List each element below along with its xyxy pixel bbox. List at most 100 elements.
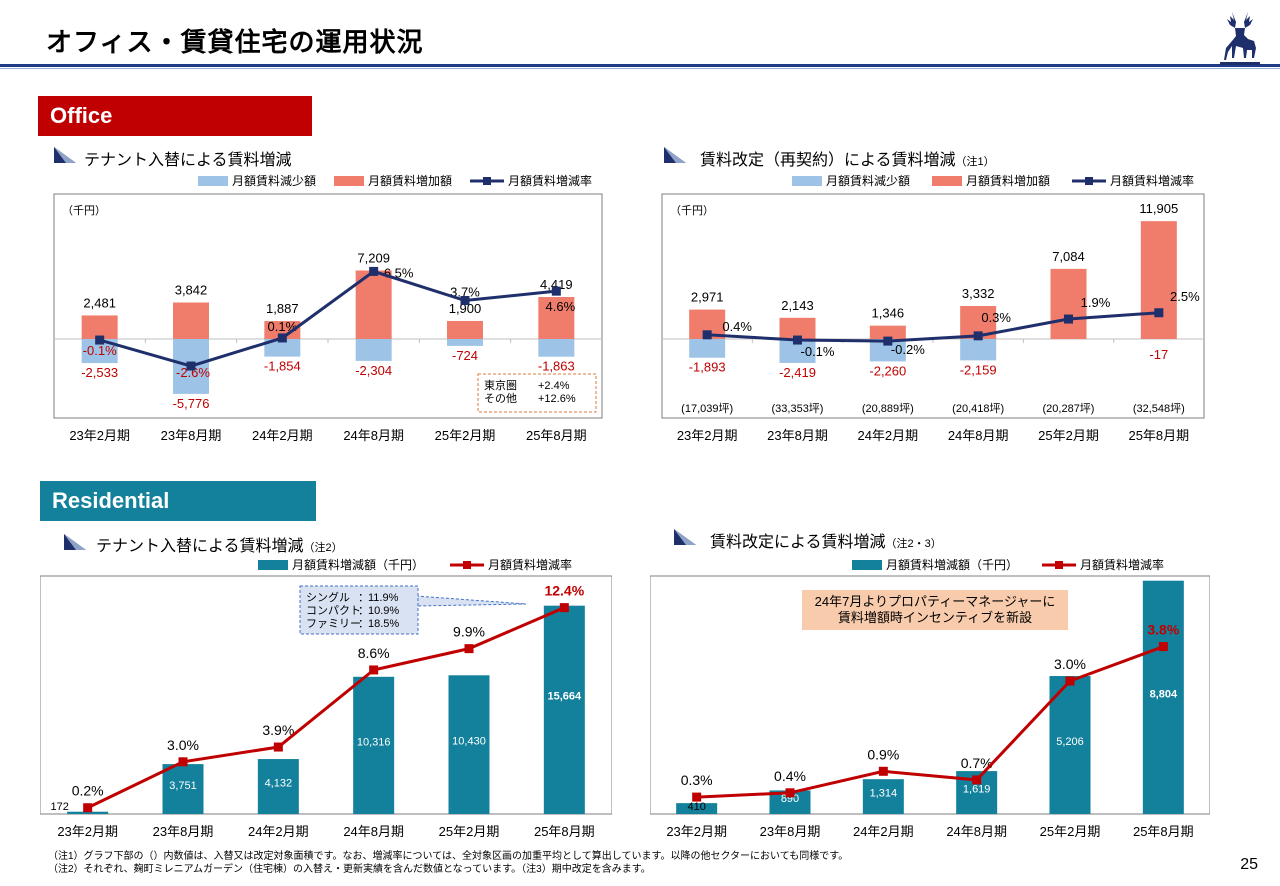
x-tick-label: 24年8月期: [946, 824, 1007, 839]
x-tick-label: 23年8月期: [161, 428, 222, 443]
rate-label: -0.2%: [891, 342, 925, 357]
res-renewal-chart: 月額賃料増減額（千円） 月額賃料増減率 410 0.3% 23年2月期 890 0.4% 23…: [650, 557, 1210, 839]
title-triangle-icon: [664, 147, 686, 163]
rate-marker: [1158, 642, 1168, 652]
increase-bar: [1140, 221, 1177, 339]
increase-label: 1,900: [449, 301, 482, 316]
amount-label: 10,316: [357, 736, 391, 748]
y-unit-label: （千円）: [670, 204, 714, 217]
x-tick-label: 23年2月期: [69, 428, 130, 443]
amount-bar: [769, 790, 811, 814]
increase-bar: [869, 325, 906, 339]
rate-label: -0.1%: [83, 343, 117, 358]
note-box: [802, 590, 1068, 630]
callout-pointer: [415, 595, 527, 607]
increase-label: 7,084: [1052, 249, 1085, 264]
rate-label: -2.6%: [176, 365, 210, 380]
area-label: (17,039坪): [681, 402, 733, 415]
decrease-bar: [355, 339, 392, 361]
callout-box: [299, 585, 419, 635]
decrease-label: -1,854: [264, 359, 301, 374]
x-tick-label: 23年2月期: [57, 824, 118, 839]
area-label: (20,889坪): [862, 402, 914, 415]
x-tick-label: 25年2月期: [1038, 428, 1099, 443]
rate-label: 4.6%: [546, 299, 576, 314]
decrease-label: -2,260: [869, 363, 906, 378]
rate-marker: [692, 792, 702, 802]
amount-label: 890: [781, 793, 799, 805]
office-tenant-title: テナント入替による賃料増減: [84, 152, 292, 169]
x-tick-label: 23年2月期: [677, 428, 738, 443]
callout-type: ファミリー: [306, 618, 361, 630]
plot-frame: [40, 575, 612, 815]
rate-marker: [883, 336, 893, 346]
rate-label: 9.9%: [453, 624, 485, 640]
rate-marker: [83, 803, 93, 813]
rate-label: 12.4%: [544, 583, 584, 599]
legend-marker: [463, 561, 471, 569]
amount-label: 172: [50, 801, 68, 813]
x-tick-label: 23年8月期: [760, 824, 821, 839]
legend-swatch: [198, 176, 228, 186]
decrease-label: -1,863: [538, 359, 575, 374]
rate-marker: [186, 361, 196, 371]
rate-marker: [277, 333, 287, 343]
residential-section-label: Residential: [40, 481, 316, 521]
rate-marker: [1154, 308, 1164, 318]
legend-label: 月額賃料増加額: [966, 173, 1050, 188]
callout-colon: ：: [358, 618, 369, 630]
increase-bar: [81, 315, 118, 339]
legend-marker: [1055, 561, 1063, 569]
rate-marker: [785, 788, 795, 798]
x-tick-label: 23年2月期: [666, 824, 727, 839]
decrease-label: -2,159: [960, 362, 997, 377]
legend-label: 月額賃料増減額（千円）: [292, 557, 424, 572]
increase-label: 1,887: [266, 301, 299, 316]
rate-marker: [273, 742, 283, 752]
decrease-label: -2,419: [779, 365, 816, 380]
amount-bar: [676, 803, 718, 814]
increase-label: 2,481: [83, 295, 116, 310]
rate-label: 0.4%: [774, 768, 806, 784]
office-tenant-chart: 月額賃料減少額 月額賃料増加額 月額賃料増減率 （千円） 2,481 -2,533 -0.1…: [53, 173, 603, 443]
rate-marker: [460, 296, 470, 306]
x-tick-label: 25年2月期: [435, 428, 496, 443]
increase-bar: [538, 297, 575, 339]
area-label: (20,287坪): [1043, 402, 1095, 415]
rate-marker: [464, 644, 474, 654]
amount-label: 4,132: [265, 778, 293, 790]
increase-bar: [264, 321, 301, 339]
plot-frame: [53, 193, 603, 419]
increase-label: 4,419: [540, 277, 573, 292]
rate-marker: [178, 757, 188, 767]
decrease-bar: [869, 339, 906, 362]
legend-label: 月額賃料増減率: [508, 173, 592, 188]
rate-label: 8.6%: [358, 645, 390, 661]
title-triangle-icon: [54, 147, 76, 163]
note-text: 賃料増額時インセンティブを新設: [838, 610, 1032, 625]
legend-label: 月額賃料増加額: [368, 173, 452, 188]
decrease-bar: [689, 339, 726, 358]
decrease-label: -5,776: [173, 396, 210, 411]
increase-bar: [779, 317, 816, 339]
decrease-bar: [264, 339, 301, 357]
amount-label: 410: [687, 801, 705, 813]
x-tick-label: 23年8月期: [153, 824, 214, 839]
area-label: (32,548坪): [1133, 402, 1185, 415]
rate-line: [707, 311, 1159, 343]
increase-label: 11,905: [1139, 201, 1178, 216]
legend-label: 月額賃料減少額: [232, 173, 316, 188]
decrease-label: -1,893: [689, 360, 726, 375]
legend-swatch: [852, 560, 882, 570]
amount-label: 1,314: [870, 788, 898, 800]
increase-bar: [173, 302, 209, 339]
increase-label: 1,346: [872, 306, 905, 321]
rate-label: 3.9%: [262, 722, 294, 738]
increase-label: 7,209: [357, 251, 390, 266]
note-value: +2.4%: [538, 380, 570, 392]
res-tenant-chart: 月額賃料増減額（千円） 月額賃料増減率 172 0.2% 23年2月期 3,751 3.0%…: [40, 557, 612, 839]
x-tick-label: 24年2月期: [252, 428, 313, 443]
office-renewal-title: 賃料改定（再契約）による賃料増減（注1）: [700, 152, 995, 169]
plot-frame: [661, 193, 1205, 419]
rate-label: -0.1%: [801, 344, 835, 359]
